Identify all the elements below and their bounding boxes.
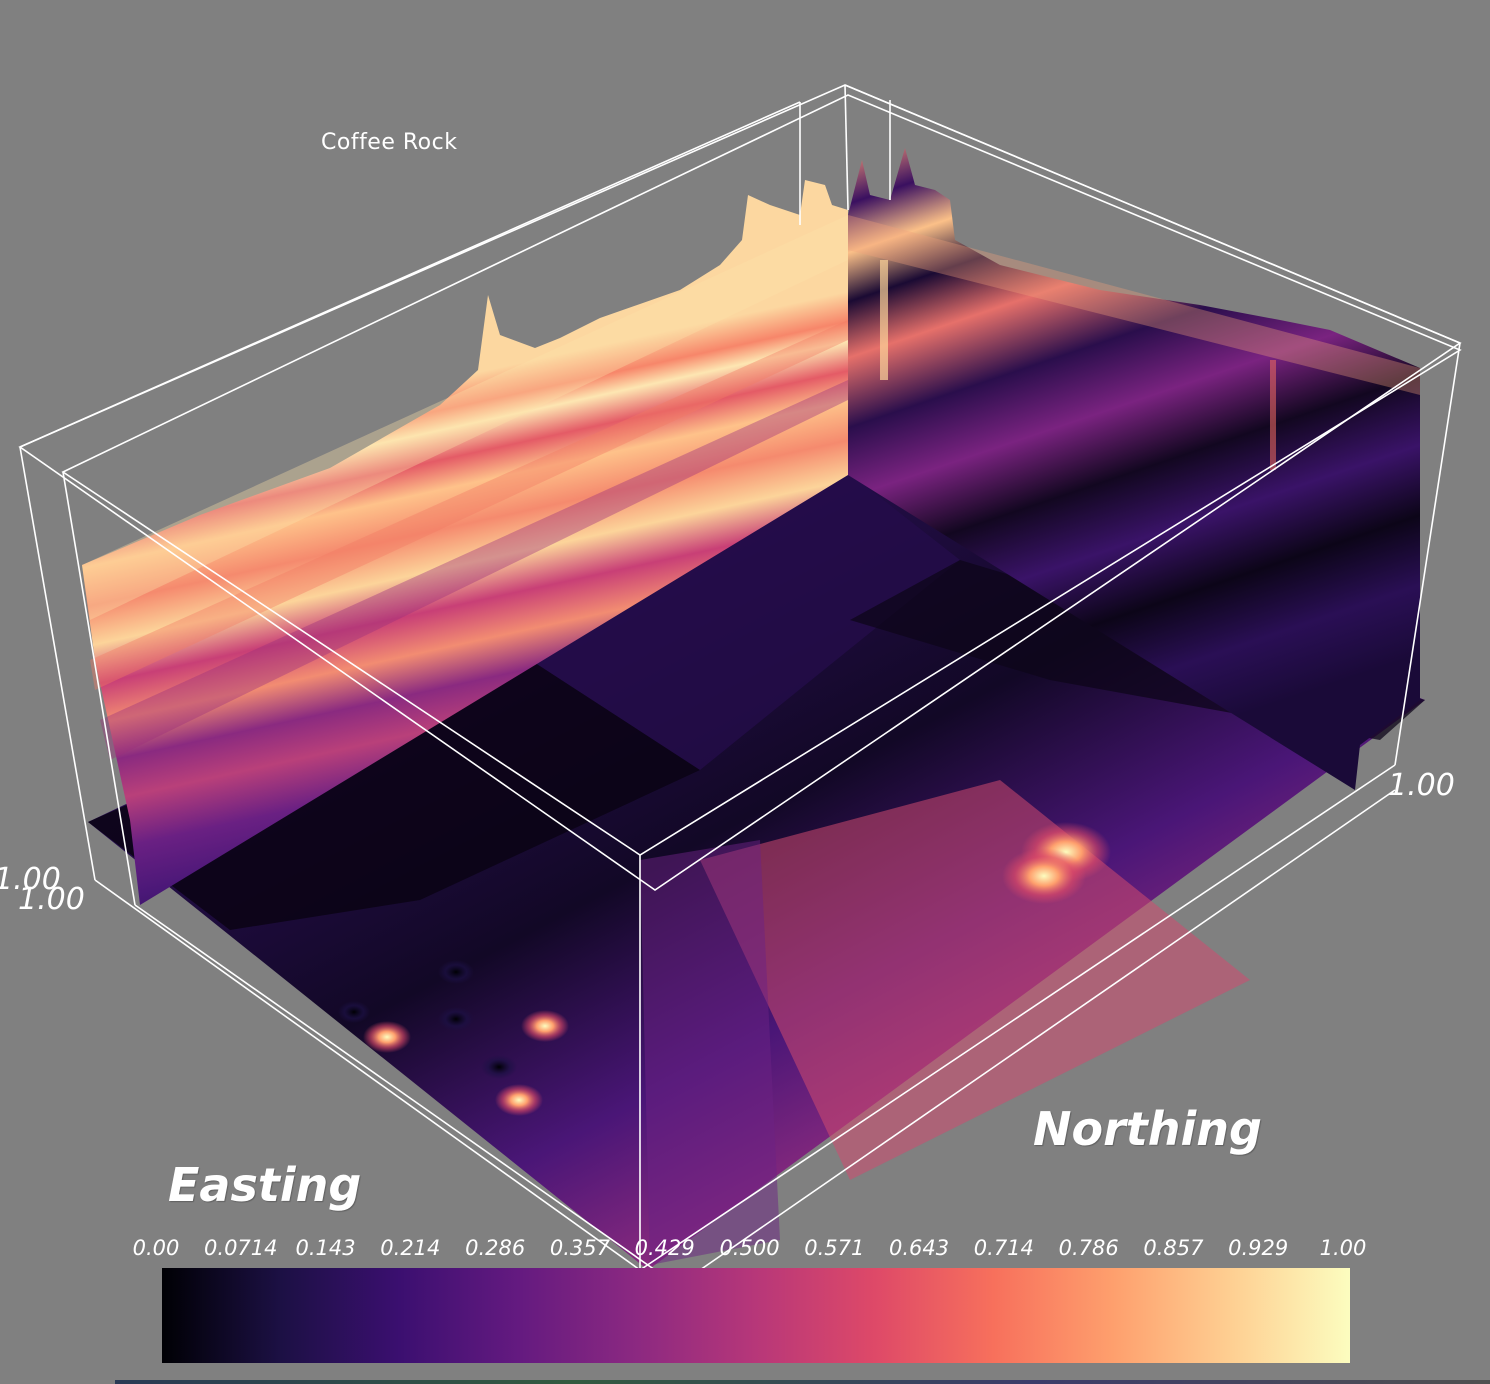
hotspot <box>521 1010 569 1042</box>
colorbar-tick-label: 0.00 <box>132 1236 180 1260</box>
hotspot <box>363 1021 411 1053</box>
tick-label-left-lower: 1.00 <box>18 882 85 917</box>
colorbar-tick-label: 0.571 <box>804 1236 865 1260</box>
colorbar-tick-label: 0.500 <box>719 1236 780 1260</box>
colorbar-tick-label: 0.786 <box>1058 1236 1119 1260</box>
colorbar-labels: 0.00 0.0714 0.143 0.214 0.286 0.357 0.429 0.500… <box>0 1236 1490 1266</box>
colorbar-tick-label: 0.429 <box>634 1236 695 1260</box>
colorbar-tick-label: 0.643 <box>889 1236 950 1260</box>
right-section <box>848 148 1420 790</box>
coldspot <box>481 1055 517 1079</box>
colorbar-tick-label: 0.143 <box>295 1236 356 1260</box>
hotspot <box>1002 848 1086 904</box>
bottom-strip <box>115 1380 1490 1384</box>
colorbar-tick-label: 0.357 <box>549 1236 610 1260</box>
colorbar-tick-label: 0.0714 <box>204 1236 278 1260</box>
colorbar-tick-label: 0.214 <box>380 1236 441 1260</box>
coldspot <box>438 1007 474 1031</box>
bounding-box <box>18 84 1462 1271</box>
axis-label-northing: Northing <box>1033 1102 1262 1156</box>
hotspot <box>495 1084 543 1116</box>
tick-label-left-upper: 1.00 <box>0 862 61 897</box>
colorbar-tick-label: 0.857 <box>1143 1236 1204 1260</box>
colorbar <box>162 1268 1350 1363</box>
tick-label-right: 1.00 <box>1388 768 1455 803</box>
colorbar-tick-label: 0.929 <box>1228 1236 1289 1260</box>
coldspot <box>438 960 474 984</box>
colorbar-tick-label: 0.286 <box>465 1236 526 1260</box>
coldspot <box>338 1001 370 1023</box>
colorbar-tick-label: 0.714 <box>973 1236 1034 1260</box>
left-section <box>82 180 848 905</box>
view-title: Coffee Rock <box>321 130 458 155</box>
colorbar-tick-label: 1.00 <box>1319 1236 1367 1260</box>
axis-label-easting: Easting <box>168 1158 362 1212</box>
